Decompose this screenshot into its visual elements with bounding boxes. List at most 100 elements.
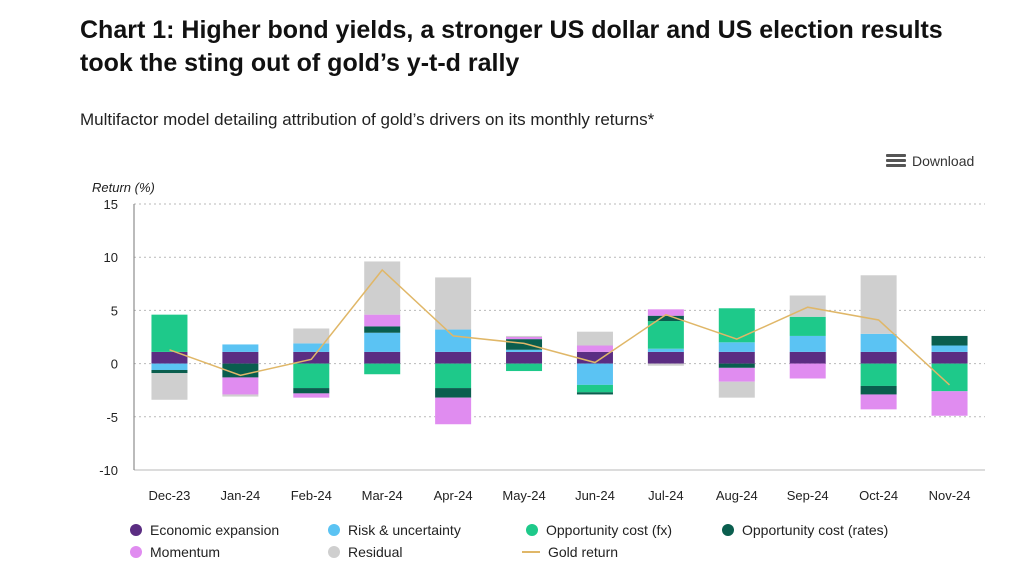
bar-economic (860, 351, 897, 364)
legend-swatch-momentum (130, 546, 142, 558)
chart-subtitle: Multifactor model detailing attribution … (80, 110, 655, 129)
bar-momentum (576, 345, 613, 352)
bar-momentum (860, 394, 897, 410)
bar-risk (789, 335, 826, 352)
bar-risk (364, 332, 401, 352)
x-tick-label: May-24 (502, 488, 545, 503)
bar-residual (506, 335, 543, 337)
legend-risk[interactable]: Risk & uncertainty (328, 522, 461, 538)
bars (151, 261, 968, 425)
chart-title: Chart 1: Higher bond yields, a stronger … (80, 16, 943, 77)
gold-return-line (169, 268, 951, 386)
legend-economic[interactable]: Economic expansion (130, 522, 279, 538)
bar-fx (364, 363, 401, 375)
legend-swatch-economic (130, 524, 142, 536)
bar-risk (718, 342, 755, 352)
legend-label: Risk & uncertainty (348, 522, 461, 538)
bar-residual (647, 363, 684, 366)
bar-momentum (364, 314, 401, 327)
legend-label: Economic expansion (150, 522, 280, 538)
legend-swatch-fx (526, 524, 538, 536)
x-tick-label: Jul-24 (648, 488, 683, 503)
bar-fx (293, 363, 330, 389)
legend-momentum[interactable]: Momentum (130, 544, 220, 560)
x-tick-label: Mar-24 (362, 488, 403, 503)
bar-economic (576, 351, 613, 364)
bar-residual (860, 275, 897, 334)
bar-rates (151, 369, 188, 374)
bar-residual (222, 394, 259, 397)
y-axis-ticks: 15 10 5 0 -5 -10 (99, 197, 118, 478)
bar-fx (718, 308, 755, 343)
legend-fx[interactable]: Opportunity cost (fx) (526, 522, 672, 538)
bar-economic (293, 351, 330, 364)
bar-risk (860, 333, 897, 352)
bar-risk (222, 344, 259, 352)
bar-economic (647, 351, 684, 364)
bar-risk (435, 329, 472, 352)
y-tick-label: -10 (99, 463, 118, 478)
bar-residual (435, 277, 472, 330)
legend-rates[interactable]: Opportunity cost (rates) (722, 522, 888, 538)
gridlines (133, 203, 985, 471)
y-tick-label: 5 (111, 303, 118, 318)
bar-fx (576, 384, 613, 393)
bar-risk (931, 345, 968, 352)
bar-risk (506, 349, 543, 352)
legend-swatch-gold (522, 551, 540, 553)
bar-economic (435, 351, 472, 364)
x-tick-label: Apr-24 (434, 488, 473, 503)
bar-residual (293, 328, 330, 344)
bar-rates (931, 335, 968, 346)
bar-risk (647, 348, 684, 352)
legend-residual[interactable]: Residual (328, 544, 402, 560)
bar-momentum (435, 397, 472, 425)
bar-momentum (506, 337, 543, 340)
bar-fx (860, 363, 897, 386)
bar-economic (364, 351, 401, 364)
x-tick-label: Oct-24 (859, 488, 898, 503)
legend-label: Residual (348, 544, 403, 560)
legend-label: Gold return (548, 544, 619, 560)
bar-rates (364, 326, 401, 333)
bar-momentum (718, 367, 755, 382)
bar-rates (860, 385, 897, 395)
bar-fx (789, 316, 826, 336)
legend-label: Opportunity cost (fx) (546, 522, 673, 538)
bar-rates (506, 339, 543, 350)
legend-label: Opportunity cost (rates) (742, 522, 889, 538)
legend-swatch-rates (722, 524, 734, 536)
download-button[interactable]: Download (886, 153, 974, 169)
bar-risk (576, 363, 613, 385)
y-axis-label: Return (%) (92, 180, 155, 195)
legend-swatch-residual (328, 546, 340, 558)
bar-economic (718, 351, 755, 364)
x-tick-label: Sep-24 (787, 488, 829, 503)
bar-fx (931, 363, 968, 392)
menu-icon (886, 154, 906, 168)
bar-momentum (647, 309, 684, 316)
legend-gold[interactable]: Gold return (522, 544, 618, 560)
gold-return-polyline (169, 268, 951, 386)
y-tick-label: 15 (104, 197, 118, 212)
bar-fx (151, 314, 188, 352)
bar-economic (931, 351, 968, 364)
y-tick-label: -5 (106, 410, 118, 425)
bar-fx (435, 363, 472, 389)
chart-canvas: Return (%) 15 10 5 0 -5 -10 Dec-23 Jan-24 Feb-2… (92, 180, 985, 503)
bar-momentum (931, 391, 968, 416)
bar-fx (647, 321, 684, 349)
bar-fx (506, 363, 543, 372)
download-label: Download (912, 153, 975, 169)
bar-momentum (222, 377, 259, 395)
x-tick-label: Jun-24 (575, 488, 615, 503)
bar-rates (718, 363, 755, 368)
bar-economic (789, 351, 826, 364)
bar-momentum (789, 363, 826, 379)
bar-rates (435, 388, 472, 398)
bar-risk (151, 363, 188, 370)
bar-economic (222, 351, 259, 364)
bar-economic (506, 351, 543, 364)
bar-residual (576, 331, 613, 346)
bar-economic (151, 351, 188, 364)
